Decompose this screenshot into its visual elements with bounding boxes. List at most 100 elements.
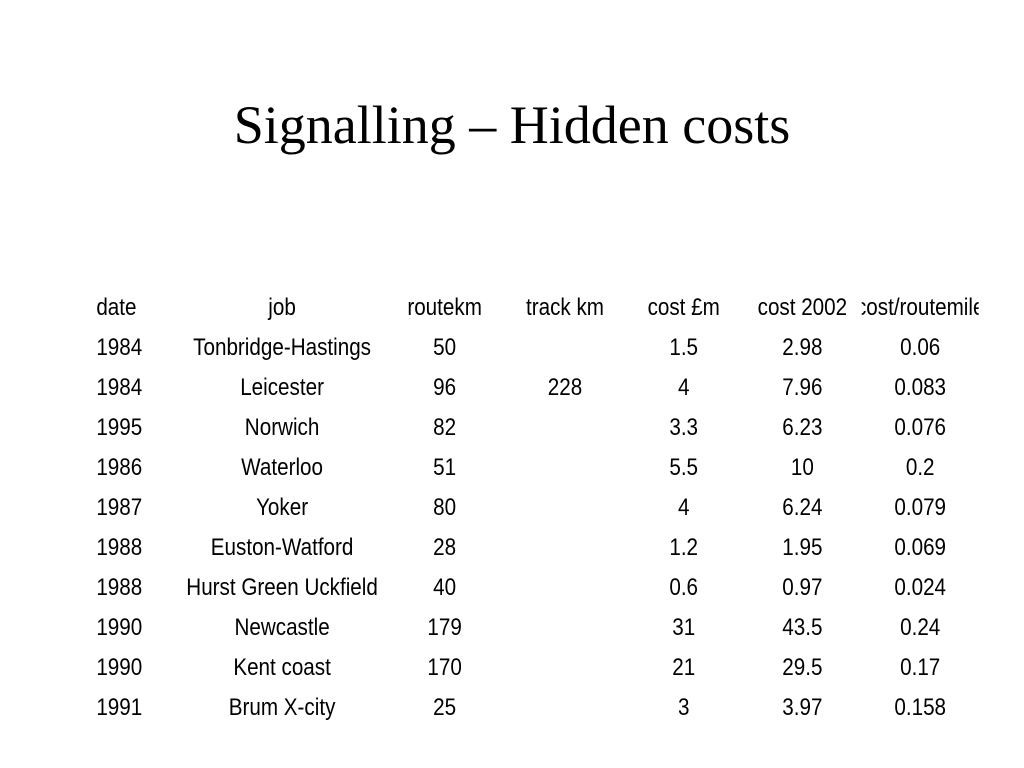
table-header-row: date job routekm track km cost £m cost 2… — [0, 288, 1023, 328]
cell-cost-m: 31 — [672, 614, 696, 641]
cell-job-text: Newcastle — [234, 614, 330, 641]
cell-job-text: Yoker — [256, 494, 309, 521]
cell-cost-2002: 10 — [790, 454, 814, 481]
cell-cost-per-routemile-text: 0.024 — [894, 574, 947, 601]
cell-date: 1988 — [96, 574, 143, 601]
cell-cost-per-routemile: 0.083 — [862, 368, 979, 408]
cell-date: 1986 — [96, 454, 143, 481]
cell-date: 1995 — [96, 414, 143, 441]
cell-job-text: Kent coast — [233, 654, 331, 681]
cell-job: Tonbridge-Hastings — [179, 328, 385, 368]
cell-job: Brum X-city — [179, 688, 385, 728]
cell-routekm: 96 — [433, 374, 457, 401]
cell-cost-2002: 6.24 — [782, 494, 823, 521]
cell-cost-per-routemile-text: 0.17 — [900, 654, 941, 681]
cell-date: 1990 — [96, 654, 143, 681]
cell-cost-per-routemile: 0.079 — [862, 488, 979, 528]
cell-job-text: Euston-Watford — [210, 534, 354, 561]
slide-title: Signalling – Hidden costs — [233, 95, 791, 155]
cell-routekm: 50 — [433, 334, 457, 361]
cell-job: Yoker — [179, 488, 385, 528]
header-date: date — [96, 294, 137, 321]
table-row: 1988 Hurst Green Uckfield 40 0.6 0.97 0.024 — [0, 568, 1023, 608]
table-row: 1990 Newcastle 179 31 43.5 0.24 — [0, 608, 1023, 648]
cell-job: Waterloo — [179, 448, 385, 488]
table-row: 1988 Euston-Watford 28 1.2 1.95 0.069 — [0, 528, 1023, 568]
header-track-km: track km — [526, 294, 605, 321]
header-cost-m: cost £m — [647, 294, 720, 321]
cell-date: 1991 — [96, 694, 143, 721]
header-routekm: routekm — [407, 294, 482, 321]
cell-job-text: Hurst Green Uckfield — [186, 574, 378, 601]
cell-cost-m: 0.6 — [669, 574, 699, 601]
cell-job: Kent coast — [179, 648, 385, 688]
cell-cost-2002: 2.98 — [782, 334, 823, 361]
cell-track-km — [509, 648, 621, 688]
cell-date: 1990 — [96, 614, 143, 641]
cell-cost-per-routemile-text: 0.079 — [894, 494, 947, 521]
header-cost-per-routemile: cost/routemile — [862, 288, 979, 328]
cell-track-km — [509, 608, 621, 648]
cell-job: Euston-Watford — [179, 528, 385, 568]
cell-job-text: Brum X-city — [228, 694, 336, 721]
cell-cost-m: 1.2 — [669, 534, 699, 561]
cell-routekm: 40 — [433, 574, 457, 601]
cell-job-text: Norwich — [244, 414, 320, 441]
header-job-text: job — [268, 294, 296, 321]
cell-cost-m: 21 — [672, 654, 696, 681]
cost-table: date job routekm track km cost £m cost 2… — [0, 288, 978, 728]
cell-routekm: 170 — [427, 654, 462, 681]
cell-routekm: 51 — [433, 454, 457, 481]
header-cost-per-routemile-text: cost/routemile — [861, 294, 979, 321]
cell-cost-2002: 43.5 — [782, 614, 823, 641]
cell-date: 1988 — [96, 534, 143, 561]
cell-job-text: Waterloo — [241, 454, 323, 481]
table-row: 1984 Tonbridge-Hastings 50 1.5 2.98 0.06 — [0, 328, 1023, 368]
table-row: 1984 Leicester 96 228 4 7.96 0.083 — [0, 368, 1023, 408]
header-cost-2002: cost 2002 — [757, 294, 848, 321]
cell-cost-m: 4 — [677, 494, 690, 521]
cell-cost-per-routemile-text: 0.083 — [894, 374, 947, 401]
table-row: 1995 Norwich 82 3.3 6.23 0.076 — [0, 408, 1023, 448]
cell-cost-m: 3.3 — [669, 414, 699, 441]
cell-routekm: 80 — [433, 494, 457, 521]
cell-routekm: 25 — [433, 694, 457, 721]
cell-track-km — [509, 328, 621, 368]
cell-cost-m: 4 — [677, 374, 690, 401]
cell-track-km: 228 — [547, 374, 583, 401]
cell-cost-per-routemile-text: 0.06 — [900, 334, 941, 361]
cell-cost-per-routemile-text: 0.069 — [894, 534, 947, 561]
cell-track-km — [509, 688, 621, 728]
cell-cost-2002: 6.23 — [782, 414, 823, 441]
cell-cost-m: 1.5 — [669, 334, 699, 361]
cell-routekm: 82 — [433, 414, 457, 441]
cell-date: 1984 — [96, 334, 143, 361]
cell-cost-2002: 29.5 — [782, 654, 823, 681]
cell-routekm: 28 — [433, 534, 457, 561]
cell-cost-per-routemile: 0.24 — [862, 608, 979, 648]
cell-cost-m: 3 — [677, 694, 690, 721]
cell-job: Norwich — [179, 408, 385, 448]
cell-track-km — [509, 448, 621, 488]
cell-cost-per-routemile-text: 0.076 — [894, 414, 947, 441]
table-row: 1986 Waterloo 51 5.5 10 0.2 — [0, 448, 1023, 488]
cell-cost-2002: 1.95 — [782, 534, 823, 561]
cell-cost-per-routemile-text: 0.2 — [905, 454, 935, 481]
cell-cost-m: 5.5 — [669, 454, 699, 481]
cell-cost-per-routemile: 0.069 — [862, 528, 979, 568]
cell-cost-2002: 0.97 — [782, 574, 823, 601]
cell-job: Leicester — [179, 368, 385, 408]
cell-track-km — [509, 488, 621, 528]
cell-cost-2002: 7.96 — [782, 374, 823, 401]
cell-cost-per-routemile: 0.06 — [862, 328, 979, 368]
cell-cost-per-routemile: 0.158 — [862, 688, 979, 728]
cell-job-text: Leicester — [240, 374, 324, 401]
header-job: job — [179, 288, 385, 328]
cell-job-text: Tonbridge-Hastings — [193, 334, 371, 361]
cell-date: 1984 — [96, 374, 143, 401]
cell-track-km — [509, 568, 621, 608]
cell-cost-2002: 3.97 — [782, 694, 823, 721]
cell-track-km — [509, 528, 621, 568]
cell-cost-per-routemile: 0.024 — [862, 568, 979, 608]
table-row: 1990 Kent coast 170 21 29.5 0.17 — [0, 648, 1023, 688]
